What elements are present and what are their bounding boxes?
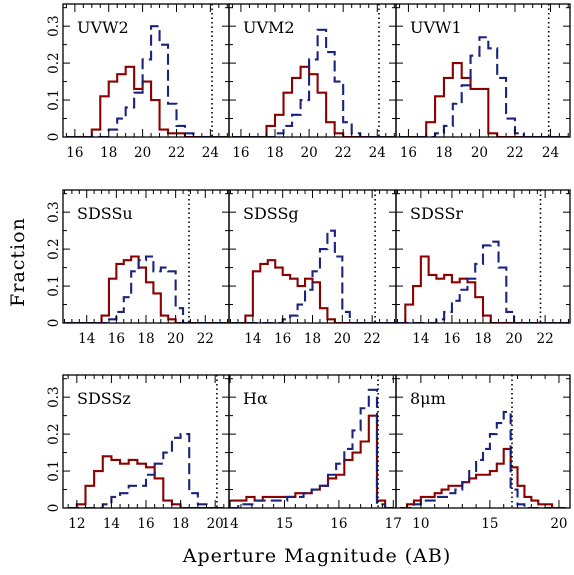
panel-sdssg-plot-area (230, 190, 395, 323)
panel-uvw2-xtick-label: 24 (202, 145, 219, 161)
panel-sdssg-label: SDSSg (243, 204, 299, 223)
panel-uvw1-label: UVW1 (410, 18, 462, 37)
panel-sdssg-xtick-label: 14 (244, 331, 261, 347)
panel-sdssr-xtick-label: 16 (443, 331, 460, 347)
panel-sdssg-series-solid-histogram (230, 259, 395, 323)
panel-sdssu-ytick-label: 0.2 (46, 238, 62, 259)
panel-uvw2: 0 0.1 0.2 0.3 16 18 20 22 24 UVW2 (46, 3, 230, 161)
y-axis-title: Fraction (7, 217, 29, 307)
panel-sdssz-xtick-label: 18 (172, 516, 189, 532)
panel-8m: 10 15 20 8μm (395, 374, 571, 532)
panel-sdssu: 0 0.1 0.2 0.3 14 16 18 20 22 SDSSu (46, 189, 230, 347)
panel-uvw1-xtick-label: 16 (400, 145, 417, 161)
panel-sdssr-label: SDSSr (410, 204, 463, 223)
panel-sdssz-series-dashed-histogram (68, 433, 224, 508)
panel-sdssr-xtick-label: 14 (412, 331, 429, 347)
panel-uvm2-label: UVM2 (243, 18, 295, 37)
panel-8m-xtick-label: 10 (412, 516, 429, 532)
panel-h-xtick-label: 16 (330, 516, 347, 532)
panel-uvw2-ytick-label: 0 (46, 133, 62, 142)
panel-sdssu-ytick-label: 0.3 (46, 201, 62, 222)
panel-uvw1-xtick-label: 20 (471, 145, 488, 161)
panel-h-plot-area (230, 375, 394, 508)
panel-sdssz-xtick-label: 20 (207, 516, 224, 532)
panel-sdssz-ytick-label: 0 (46, 504, 62, 513)
panel-uvm2-series-dashed-histogram (232, 28, 395, 137)
panel-uvw2-xtick-label: 16 (66, 145, 83, 161)
panel-sdssr-xtick-label: 22 (537, 331, 554, 347)
panel-sdssg-xtick-label: 16 (274, 331, 291, 347)
panel-sdssu-xtick-label: 20 (167, 331, 184, 347)
panel-sdssz-xtick-label: 16 (137, 516, 154, 532)
panel-8m-frame (395, 374, 571, 509)
panel-uvw1-xtick-label: 24 (542, 145, 559, 161)
panel-8m-series-dashed-histogram (400, 410, 566, 508)
panel-uvm2-xtick-label: 18 (266, 145, 283, 161)
panel-sdssr-xtick-label: 18 (474, 331, 491, 347)
panel-uvw1-xtick-label: 22 (506, 145, 523, 161)
panel-8m-plot-area (400, 375, 566, 508)
panel-sdssz: 0 0.1 0.2 0.3 12 14 16 18 20 SDSSz (46, 374, 230, 532)
panel-sdssz-xtick-label: 14 (103, 516, 120, 532)
panel-sdssz-ytick-label: 0.2 (46, 423, 62, 444)
panel-h-xtick-label: 14 (221, 516, 238, 532)
panel-uvm2-xtick-label: 22 (335, 145, 352, 161)
panel-sdssg-xtick-label: 22 (364, 331, 381, 347)
panel-sdssg-xtick-label: 18 (304, 331, 321, 347)
panel-uvm2-xtick-label: 24 (369, 145, 386, 161)
panel-uvw2-ytick-label: 0.3 (46, 15, 62, 36)
panel-sdssu-series-dashed-histogram (64, 255, 228, 323)
panel-uvw2-xtick-label: 20 (134, 145, 151, 161)
panel-sdssz-label: SDSSz (77, 389, 131, 408)
panel-sdssg-series-dashed-histogram (230, 229, 395, 323)
panel-sdssr: 14 16 18 20 22 SDSSr (395, 189, 571, 347)
panel-sdssg-xtick-label: 20 (334, 331, 351, 347)
panel-sdssu-series-solid-histogram (64, 255, 228, 323)
panel-8m-xtick-label: 20 (550, 516, 567, 532)
panel-uvm2-xtick-label: 20 (300, 145, 317, 161)
panel-h-xtick-label: 17 (385, 516, 402, 532)
panel-8m-xtick-label: 15 (481, 516, 498, 532)
panel-uvw2-xtick-label: 22 (168, 145, 185, 161)
panel-sdssu-xtick-label: 22 (197, 331, 214, 347)
panel-uvw1-frame (395, 3, 571, 138)
panel-uvm2-series-solid-histogram (232, 65, 395, 137)
panel-sdssz-ytick-label: 0.3 (46, 386, 62, 407)
panel-h: 14 15 16 17 Hα (221, 374, 402, 532)
panel-h-label: Hα (243, 389, 268, 408)
x-axis-title: Aperture Magnitude (AB) (182, 545, 452, 567)
panel-sdssu-label: SDSSu (77, 204, 133, 223)
panel-sdssu-ytick-label: 0.1 (46, 275, 62, 296)
panel-uvw1: 16 18 20 22 24 UVW1 (395, 3, 571, 161)
panel-uvw2-label: UVW2 (77, 18, 129, 37)
panel-uvw1-series-solid-histogram (399, 62, 569, 137)
panel-uvw2-series-solid-histogram (66, 65, 228, 137)
panel-h-xtick-label: 15 (276, 516, 293, 532)
panel-uvw2-xtick-label: 18 (100, 145, 117, 161)
panel-uvw2-ytick-label: 0.1 (46, 89, 62, 110)
panel-sdssu-xtick-label: 16 (108, 331, 125, 347)
panel-8m-label: 8μm (410, 389, 446, 408)
panel-sdssu-xtick-label: 14 (78, 331, 95, 347)
panel-h-series-dashed-histogram (230, 388, 394, 508)
panel-sdssr-xtick-label: 20 (505, 331, 522, 347)
panel-sdssu-ytick-label: 0 (46, 319, 62, 328)
panel-uvm2-xtick-label: 16 (232, 145, 249, 161)
panel-sdssr-series-solid-histogram (397, 255, 569, 323)
panel-sdssg: 14 16 18 20 22 SDSSg (228, 189, 397, 347)
panel-uvw1-series-dashed-histogram (399, 36, 569, 137)
panel-sdssu-xtick-label: 18 (137, 331, 154, 347)
panel-sdssz-ytick-label: 0.1 (46, 460, 62, 481)
panel-uvw2-ytick-label: 0.2 (46, 52, 62, 73)
panel-uvw1-xtick-label: 18 (435, 145, 452, 161)
panel-uvm2: 16 18 20 22 24 UVM2 (228, 3, 397, 161)
panel-8m-series-solid-histogram (400, 447, 566, 508)
panel-sdssz-xtick-label: 12 (68, 516, 85, 532)
